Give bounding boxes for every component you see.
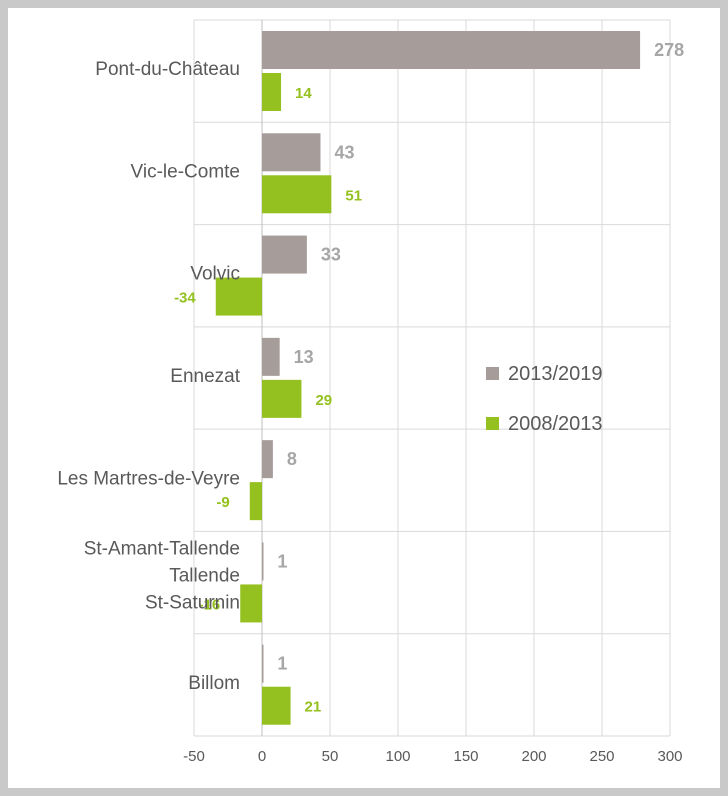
category-label-line: Les Martres-de-Veyre xyxy=(57,468,240,489)
category-label-line: Vic-le-Comte xyxy=(131,161,240,182)
x-tick-label: 100 xyxy=(385,748,410,765)
x-tick-label: 200 xyxy=(521,748,546,765)
bar-2008-2013 xyxy=(240,584,262,623)
data-label-2008-2013: 14 xyxy=(295,85,312,102)
bar-2008-2013 xyxy=(262,686,291,725)
data-label-2013-2019: 33 xyxy=(321,245,341,265)
data-label-2008-2013: -16 xyxy=(199,596,221,613)
category-label: Volvic xyxy=(190,264,240,285)
data-label-2013-2019: 8 xyxy=(287,449,297,469)
data-label-2008-2013: 51 xyxy=(345,187,362,204)
data-label-2008-2013: -9 xyxy=(216,494,229,511)
bar-2008-2013 xyxy=(262,175,332,214)
category-label-line: Tallende xyxy=(169,566,240,587)
data-label-2013-2019: 278 xyxy=(654,40,684,60)
bar-2008-2013 xyxy=(262,73,282,111)
data-label-2008-2013: -34 xyxy=(174,290,196,307)
category-label: St-Amant-Tallende Tallende St-Saturnin xyxy=(84,539,240,614)
category-label-line: Ennezat xyxy=(170,366,240,387)
x-tick-label: 300 xyxy=(657,748,682,765)
category-label-line: Volvic xyxy=(190,264,240,285)
legend-swatch-2013-2019 xyxy=(486,367,499,380)
bar-chart: -50 0 50 100 150 200 250 300 278 14 Pont-du-Châtea… xyxy=(57,19,684,765)
bar-2008-2013 xyxy=(215,277,262,316)
category-label-line: Pont-du-Château xyxy=(95,59,240,80)
x-tick-label: 250 xyxy=(589,748,614,765)
data-label-2013-2019: 43 xyxy=(334,142,354,162)
legend-label-2008-2013: 2008/2013 xyxy=(508,413,603,435)
bar-2008-2013 xyxy=(249,482,262,521)
bar-2013-2019 xyxy=(262,644,264,683)
x-tick-label: -50 xyxy=(183,748,205,765)
category-label-line: St-Amant-Tallende xyxy=(84,539,240,560)
category-label: Ennezat xyxy=(170,366,240,387)
bar-2013-2019 xyxy=(262,440,273,479)
data-label-2013-2019: 1 xyxy=(277,551,287,571)
data-label-2013-2019: 1 xyxy=(277,654,287,674)
bar-2013-2019 xyxy=(262,542,264,581)
data-label-2008-2013: 29 xyxy=(315,392,332,409)
bar-2013-2019 xyxy=(262,235,307,274)
bar-2013-2019 xyxy=(262,337,280,376)
bar-2013-2019 xyxy=(262,31,641,69)
bar-2013-2019 xyxy=(262,133,321,172)
x-tick-label: 0 xyxy=(258,748,266,765)
chart-panel: -50 0 50 100 150 200 250 300 278 14 Pont-du-Châtea… xyxy=(8,8,720,788)
data-label-2013-2019: 13 xyxy=(294,347,314,367)
legend-label-2013-2019: 2013/2019 xyxy=(508,363,603,385)
category-label: Billom xyxy=(188,673,240,694)
x-tick-label: 50 xyxy=(322,748,339,765)
category-label-line: Billom xyxy=(188,673,240,694)
category-label: Pont-du-Château xyxy=(95,59,240,80)
category-label: Les Martres-de-Veyre xyxy=(57,468,240,489)
category-label-line: St-Saturnin xyxy=(145,593,240,614)
data-label-2008-2013: 21 xyxy=(305,699,322,716)
bar-2008-2013 xyxy=(262,379,302,418)
category-label: Vic-le-Comte xyxy=(131,161,240,182)
x-tick-label: 150 xyxy=(453,748,478,765)
legend-swatch-2008-2013 xyxy=(486,417,499,430)
